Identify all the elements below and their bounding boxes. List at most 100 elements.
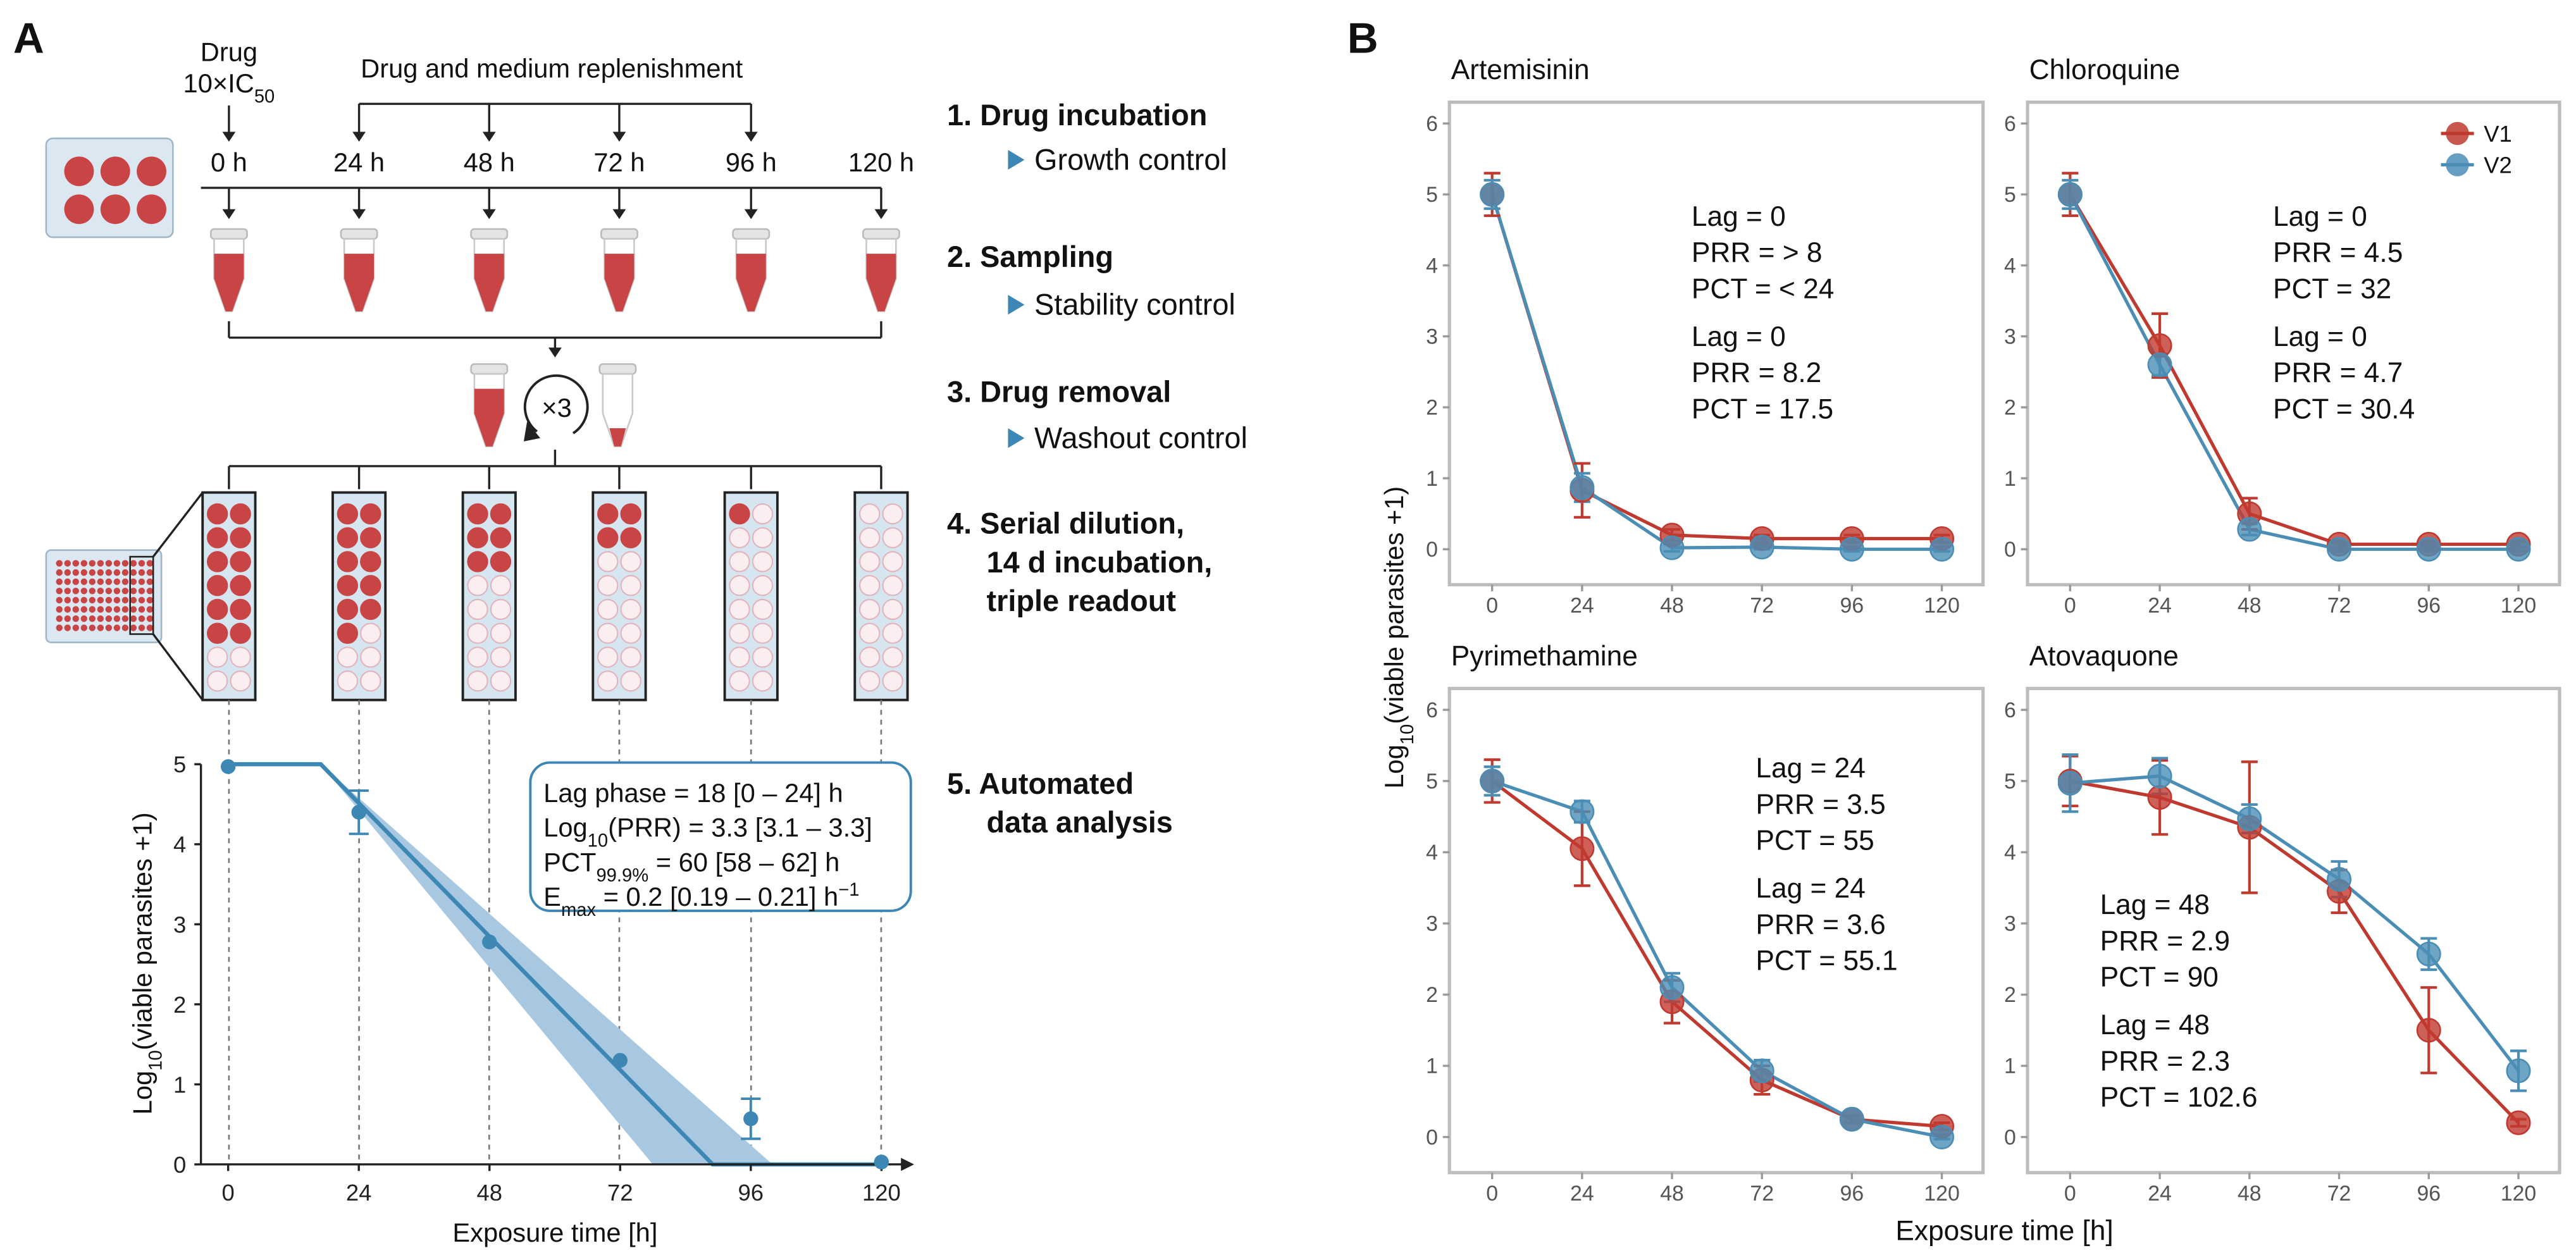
strip-well [859, 575, 881, 596]
y-tick-label: 3 [1426, 324, 1438, 349]
strip-well [360, 503, 381, 525]
plate-well [56, 606, 63, 613]
plate-well [80, 560, 87, 567]
strip-well [882, 551, 903, 572]
annotation-line: Lag = 48 [2100, 1010, 2210, 1041]
strip-well [859, 598, 881, 621]
strip-well [337, 622, 359, 644]
data-point [2057, 182, 2083, 207]
plate-well [130, 606, 137, 613]
y-tick-label: 6 [1426, 112, 1438, 136]
strip-well [360, 575, 381, 596]
dilution-strip [853, 491, 909, 701]
connector [152, 491, 204, 558]
plate-well [97, 578, 104, 585]
data-point [2416, 941, 2441, 967]
y-tick-label: 2 [1426, 983, 1438, 1007]
bullet [1008, 150, 1025, 170]
annotation-box [529, 761, 912, 912]
tube-liquid [736, 254, 766, 312]
strip-well [207, 527, 228, 548]
x-tick-label: 96 [738, 1180, 764, 1206]
timepoint-label: 0 h [211, 147, 247, 177]
strip-well [230, 670, 251, 692]
y-tick-label: 2 [173, 992, 186, 1018]
text-part: PCT [543, 847, 596, 877]
tube-cap [732, 228, 771, 240]
plate-well [72, 624, 79, 631]
strip-well [729, 598, 750, 621]
plate-well [113, 560, 121, 567]
strip-well [620, 598, 641, 621]
x-tick-label: 48 [2238, 594, 2262, 618]
plate-well [138, 560, 146, 567]
text-part: 10×IC [183, 68, 254, 98]
x-tick-label: 120 [2501, 1182, 2536, 1206]
legend-label: V2 [2484, 152, 2512, 178]
strip-well [467, 670, 488, 692]
plate-well [105, 588, 113, 595]
plate-well [72, 569, 79, 576]
strip-well [882, 670, 903, 692]
plate-well [146, 615, 154, 622]
plate-well [97, 615, 104, 622]
x-tick-label: 48 [476, 1180, 502, 1206]
y-tick-label: 0 [2004, 1125, 2016, 1149]
data-point [612, 1053, 628, 1068]
plate-well [138, 596, 146, 604]
plate-well [80, 569, 87, 576]
tube-liquid [609, 428, 626, 447]
data-point [1480, 769, 1505, 794]
plate-well [97, 596, 104, 604]
plate-well [138, 624, 146, 631]
strip-well [620, 527, 641, 548]
plate-well [130, 624, 137, 631]
y-tick-label: 4 [2004, 254, 2016, 278]
strip-well [467, 575, 488, 596]
strip-well [752, 527, 774, 548]
strip-well [207, 646, 228, 668]
arrow-head [744, 132, 758, 142]
dilution-strip [723, 491, 779, 701]
x-tick-label: 120 [2501, 594, 2536, 618]
step-title: 1. Drug incubation [947, 99, 1207, 132]
data-point [1839, 1106, 1864, 1132]
y-tick-label: 1 [173, 1072, 186, 1097]
strip-well [597, 670, 619, 692]
plate-well [130, 615, 137, 622]
strip-well [230, 646, 251, 668]
strip-well [752, 622, 774, 644]
step-title: triple readout [987, 584, 1177, 617]
annotation-line: PCT = 32 [2273, 273, 2391, 304]
strip-well [620, 670, 641, 692]
annotation-line: Lag phase = 18 [0 – 24] h [543, 778, 843, 808]
arrow-head [222, 132, 236, 142]
strip-well [360, 670, 381, 692]
plate-well [97, 569, 104, 576]
plate-well [89, 624, 96, 631]
strip-well [337, 503, 359, 525]
plate-well [121, 578, 129, 585]
strip-well [620, 575, 641, 596]
plate-well [130, 569, 137, 576]
strip-well [207, 575, 228, 596]
y-tick-label: 4 [2004, 841, 2016, 865]
y-tick-label: 4 [1426, 254, 1438, 278]
plate-well [97, 560, 104, 567]
annotation-line: Emax = 0.2 [0.19 – 0.21] h−1 [543, 880, 859, 920]
plate-well [64, 588, 71, 595]
tube-liquid [474, 254, 504, 312]
strip-well [859, 622, 881, 644]
plot-frame [2026, 100, 2561, 587]
tube-cap [600, 228, 638, 240]
strip-well [467, 551, 488, 572]
tube-liquid [604, 254, 635, 312]
strip-well [360, 598, 381, 621]
connector [152, 633, 204, 701]
plate-well [72, 615, 79, 622]
dilution-strip [461, 491, 517, 701]
plate-well [146, 606, 154, 613]
y-tick-label: 6 [2004, 698, 2016, 722]
plot-frame [2026, 686, 2561, 1175]
plate-well [121, 569, 129, 576]
